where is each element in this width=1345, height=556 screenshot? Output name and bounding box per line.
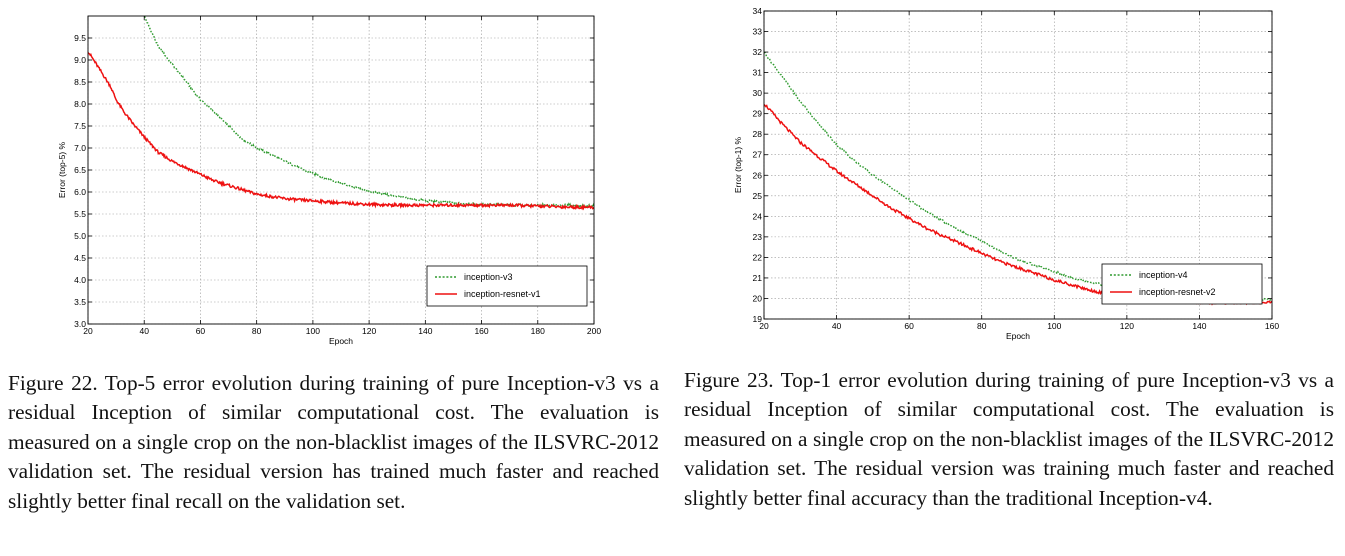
y-tick-label: 29 [753,109,763,119]
legend-label: inception-resnet-v2 [1139,287,1216,297]
x-tick-label: 80 [252,326,262,336]
legend-label: inception-resnet-v1 [464,289,541,299]
x-tick-label: 60 [196,326,206,336]
x-tick-label: 20 [83,326,93,336]
y-tick-label: 5.5 [74,209,86,219]
y-tick-label: 26 [753,170,763,180]
figure-23-panel: 20 40 60 80 100 120 140 160 19 20 21 22 23 24 25 26 27 28… [676,0,1345,556]
y-tick-label: 24 [753,211,763,221]
x-tick-label: 200 [587,326,601,336]
x-tick-label: 60 [904,321,914,331]
x-tick-label: 40 [832,321,842,331]
y-tick-label: 22 [753,252,763,262]
y-tick-label: 9.5 [74,33,86,43]
legend: inception-v3 inception-resnet-v1 [426,265,588,307]
y-tick-label: 4.5 [74,253,86,263]
x-tick-label: 40 [139,326,149,336]
y-tick-label: 32 [753,47,763,57]
y-tick-label: 25 [753,191,763,201]
legend: inception-v4 inception-resnet-v2 [1101,263,1263,305]
y-tick-label: 7.5 [74,121,86,131]
y-tick-label: 27 [753,150,763,160]
plot-frame [763,10,1273,320]
x-tick-label: 100 [306,326,320,336]
figure-22-panel: 20 40 60 80 100 120 140 160 180 200 3.0 3.5 4.0 4.5 5.… [0,0,670,556]
y-tick-label: 33 [753,27,763,37]
figure-22-caption: Figure 22. Top-5 error evolution during … [8,371,659,513]
y-tick-label: 8.0 [74,99,86,109]
legend-box [1101,263,1263,305]
x-tick-label: 180 [531,326,545,336]
x-tick-label: 80 [977,321,987,331]
x-tick-label: 120 [362,326,376,336]
y-axis-label: Error (top-1) % [733,136,743,193]
x-axis-label: Epoch [329,336,353,346]
legend-label: inception-v4 [1139,270,1188,280]
legend-box [426,265,588,307]
series-line-inception-v4 [764,51,1272,302]
y-tick-label: 5.0 [74,231,86,241]
y-tick-label: 21 [753,273,763,283]
y-tick-label: 4.0 [74,275,86,285]
x-tick-label: 140 [418,326,432,336]
y-tick-label: 31 [753,68,763,78]
y-tick-label: 20 [753,293,763,303]
series-line-inception-resnet-v1 [88,52,594,211]
y-tick-label: 7.0 [74,143,86,153]
figure-23-caption: Figure 23. Top-1 error evolution during … [684,368,1334,510]
top1-error-chart: 20 40 60 80 100 120 140 16019202122232425262728… [733,6,1279,341]
x-tick-label: 120 [1120,321,1134,331]
legend-label: inception-v3 [464,272,513,282]
y-tick-label: 28 [753,129,763,139]
y-tick-label: 6.0 [74,187,86,197]
y-tick-label: 30 [753,88,763,98]
x-tick-label: 100 [1047,321,1061,331]
x-tick-label: 20 [759,321,769,331]
y-tick-label: 8.5 [74,77,86,87]
x-axis-label: Epoch [1006,331,1030,341]
y-tick-label: 6.5 [74,165,86,175]
y-tick-label: 34 [753,6,763,16]
x-tick-label: 140 [1192,321,1206,331]
y-axis-label: Error (top-5) % [57,141,67,198]
x-tick-label: 160 [1265,321,1279,331]
y-tick-label: 23 [753,232,763,242]
top5-error-chart: 20 40 60 80 100 120 140 160 180 200 3.0 3.5 4.0 4.5 5.… [57,15,601,346]
x-tick-label: 160 [474,326,488,336]
y-tick-label: 3.0 [74,319,86,329]
y-tick-label: 3.5 [74,297,86,307]
y-tick-label: 19 [753,314,763,324]
y-tick-label: 9.0 [74,55,86,65]
